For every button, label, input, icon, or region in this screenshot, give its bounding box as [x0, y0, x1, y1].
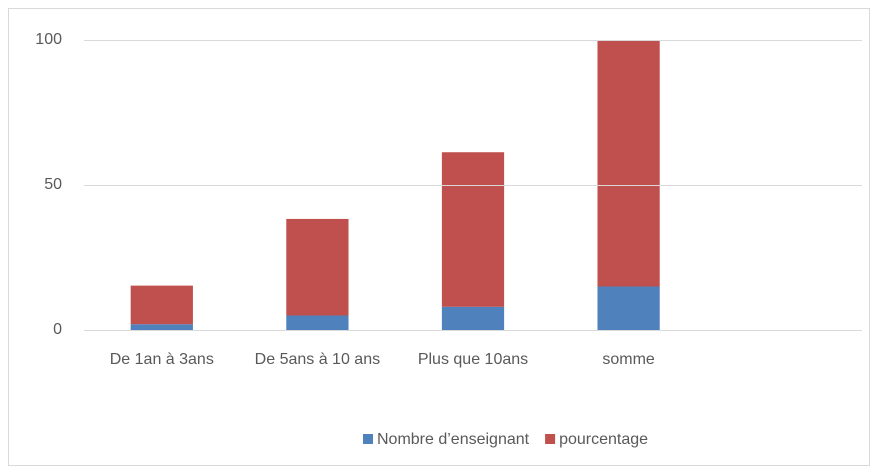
bar-segment — [286, 218, 349, 316]
bar-segment — [130, 324, 193, 330]
bar-segment — [441, 152, 505, 307]
x-tick-label: De 5ans à 10 ans — [254, 351, 381, 368]
legend-swatch — [363, 434, 373, 444]
bar-segment — [441, 306, 505, 330]
y-tick-label: 0 — [53, 321, 62, 338]
legend-swatch — [545, 434, 556, 444]
legend-label: Nombre d’enseignant — [377, 431, 530, 448]
bar-segment — [597, 40, 660, 287]
bar-segment — [597, 286, 660, 330]
x-tick-label: De 1an à 3ans — [109, 351, 214, 368]
x-tick-label: somme — [602, 351, 655, 368]
legend-label: pourcentage — [559, 431, 648, 448]
plot-area — [130, 40, 660, 330]
y-tick-label: 50 — [44, 176, 62, 193]
y-tick-label: 100 — [35, 31, 62, 48]
x-tick-label: Plus que 10ans — [417, 351, 529, 368]
bar-segment — [130, 285, 193, 325]
bar-segment — [286, 315, 349, 330]
chart-border — [8, 8, 870, 466]
